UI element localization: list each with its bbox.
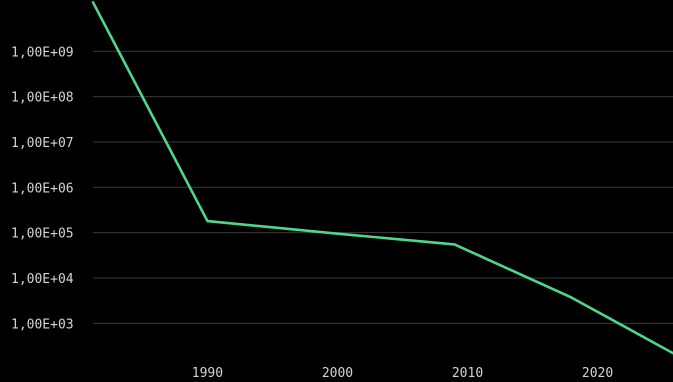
x-tick-label: 1990	[192, 366, 223, 381]
plot-area	[91, 1, 673, 355]
x-tick-label: 2020	[582, 366, 613, 381]
y-tick-label: 1,00E+07	[11, 136, 74, 151]
x-tick-label: 2000	[322, 366, 353, 381]
x-tick-label: 2010	[452, 366, 483, 381]
y-tick-label: 1,00E+05	[11, 227, 74, 242]
y-tick-label: 1,00E+06	[11, 181, 74, 196]
y-tick-label: 1,00E+09	[11, 45, 74, 60]
x-axis-tick-labels: 1990 2000 2010 2020	[192, 366, 613, 381]
y-tick-label: 1,00E+08	[11, 91, 74, 106]
y-tick-label: 1,00E+03	[11, 317, 74, 332]
y-tick-label: 1,00E+04	[11, 272, 74, 287]
series-line	[91, 1, 673, 355]
y-axis-tick-labels: 1,00E+09 1,00E+08 1,00E+07 1,00E+06 1,00E+05…	[11, 45, 74, 332]
